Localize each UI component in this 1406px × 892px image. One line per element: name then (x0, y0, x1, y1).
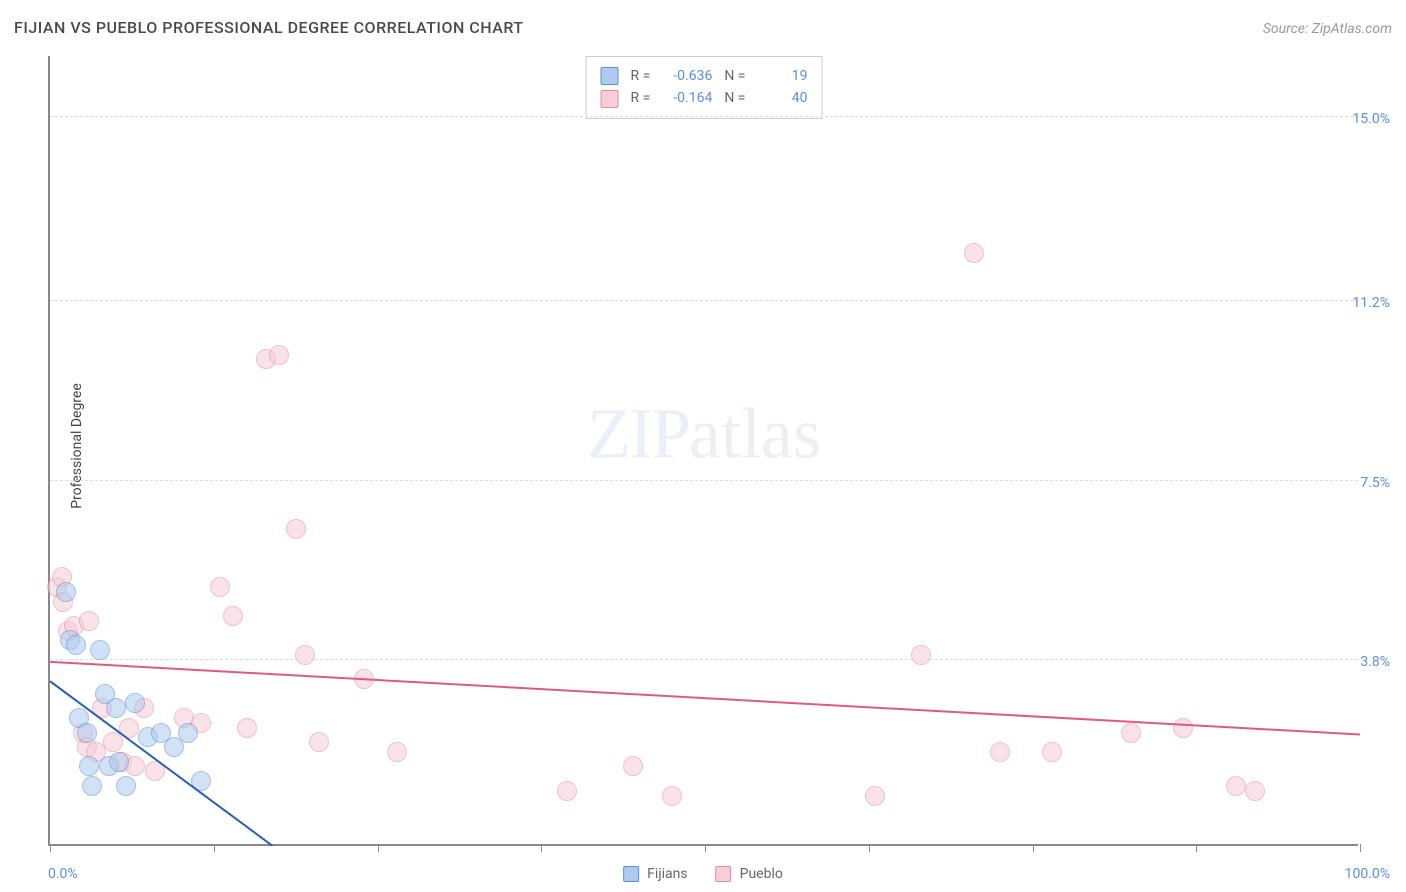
legend-label: Pueblo (740, 866, 783, 882)
data-point (79, 611, 99, 631)
watermark: ZIPatlas (587, 393, 821, 476)
gridline (50, 116, 1358, 117)
legend-swatch-pueblo (601, 90, 619, 108)
data-point (116, 776, 136, 796)
y-tick-label: 15.0% (1352, 111, 1390, 127)
legend-swatch-fijians (601, 67, 619, 85)
watermark-atlas: atlas (689, 394, 821, 474)
watermark-zip: ZIP (587, 394, 689, 474)
data-point (210, 577, 230, 597)
chart-header: FIJIAN VS PUEBLO PROFESSIONAL DEGREE COR… (14, 18, 1392, 37)
legend-stats-box: R = -0.636 N = 19 R = -0.164 N = 40 (586, 56, 823, 119)
y-tick-label: 3.8% (1360, 654, 1390, 670)
x-axis-max-label: 100.0% (1345, 866, 1390, 882)
plot-region: ZIPatlas R = -0.636 N = 19 R = -0.164 N … (48, 56, 1358, 846)
data-point (56, 582, 76, 602)
x-tick (869, 844, 870, 852)
data-point (295, 645, 315, 665)
data-point (103, 732, 123, 752)
legend-swatch-icon (716, 866, 732, 882)
chart-source: Source: ZipAtlas.com (1263, 21, 1392, 37)
legend-item-fijians: Fijians (623, 866, 687, 882)
data-point (90, 640, 110, 660)
data-point (145, 761, 165, 781)
data-point (178, 723, 198, 743)
x-tick (1033, 844, 1034, 852)
legend-swatch-icon (623, 866, 639, 882)
chart-area: ZIPatlas R = -0.636 N = 19 R = -0.164 N … (48, 56, 1358, 846)
gridline (50, 480, 1358, 481)
data-point (269, 345, 289, 365)
data-point (309, 732, 329, 752)
data-point (106, 698, 126, 718)
data-point (125, 693, 145, 713)
data-point (1173, 718, 1193, 738)
x-tick (705, 844, 706, 852)
gridline (50, 300, 1358, 301)
data-point (623, 756, 643, 776)
data-point (223, 606, 243, 626)
x-axis-min-label: 0.0% (48, 866, 78, 882)
data-point (237, 718, 257, 738)
x-tick (1196, 844, 1197, 852)
legend-series: Fijians Pueblo (623, 866, 783, 882)
x-tick (50, 844, 51, 852)
y-tick-label: 11.2% (1352, 295, 1390, 311)
legend-stats-row: R = -0.164 N = 40 (601, 87, 808, 109)
data-point (662, 786, 682, 806)
legend-r-label: R = (631, 65, 651, 87)
data-point (79, 756, 99, 776)
legend-n-label: N = (724, 87, 745, 109)
legend-label: Fijians (647, 866, 687, 882)
x-tick (541, 844, 542, 852)
data-point (865, 786, 885, 806)
data-point (990, 742, 1010, 762)
data-point (1121, 723, 1141, 743)
legend-r-value: -0.164 (662, 87, 712, 109)
data-point (109, 752, 129, 772)
legend-r-label: R = (631, 87, 651, 109)
x-tick (378, 844, 379, 852)
x-tick (214, 844, 215, 852)
legend-item-pueblo: Pueblo (716, 866, 783, 882)
data-point (354, 669, 374, 689)
data-point (191, 771, 211, 791)
data-point (1245, 781, 1265, 801)
data-point (557, 781, 577, 801)
data-point (387, 742, 407, 762)
legend-n-value: 19 (757, 65, 807, 87)
data-point (66, 635, 86, 655)
data-point (286, 519, 306, 539)
x-tick (1360, 844, 1361, 852)
data-point (964, 243, 984, 263)
data-point (119, 718, 139, 738)
legend-n-label: N = (724, 65, 745, 87)
legend-r-value: -0.636 (662, 65, 712, 87)
data-point (911, 645, 931, 665)
y-tick-label: 7.5% (1360, 475, 1390, 491)
data-point (1042, 742, 1062, 762)
data-point (77, 723, 97, 743)
legend-n-value: 40 (757, 87, 807, 109)
gridline (50, 659, 1358, 660)
data-point (1226, 776, 1246, 796)
chart-title: FIJIAN VS PUEBLO PROFESSIONAL DEGREE COR… (14, 18, 524, 37)
data-point (82, 776, 102, 796)
legend-stats-row: R = -0.636 N = 19 (601, 65, 808, 87)
